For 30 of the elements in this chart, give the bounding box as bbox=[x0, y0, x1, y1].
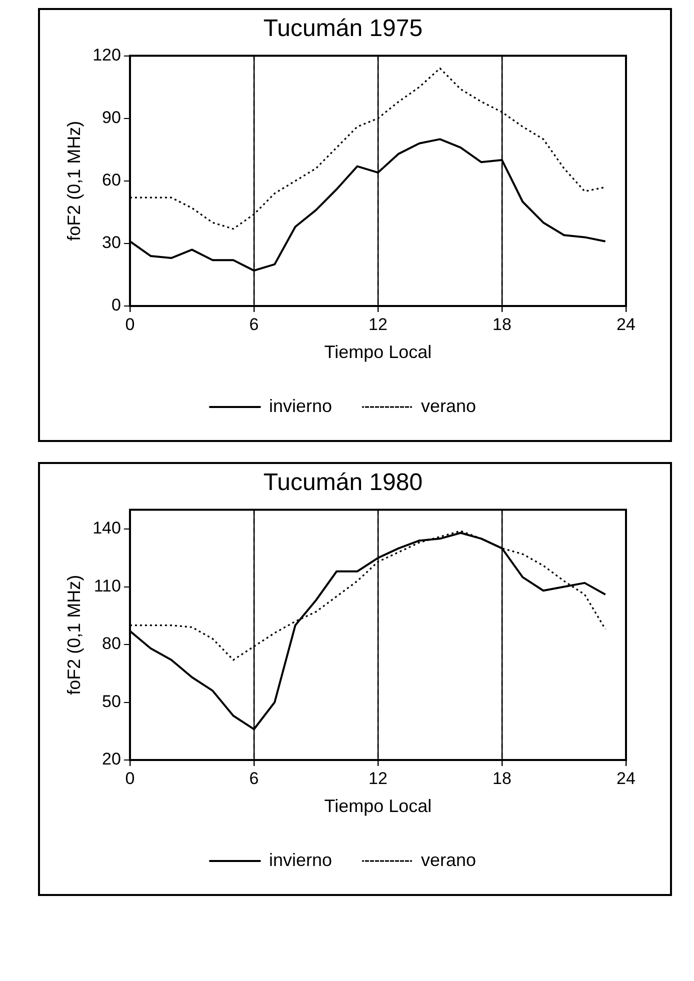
chart-title: Tucumán 1980 bbox=[263, 469, 423, 496]
x-axis-title: Tiempo Local bbox=[324, 796, 432, 816]
y-axis-title: foF2 (0,1 MHz) bbox=[64, 120, 84, 241]
x-tick-label: 18 bbox=[492, 314, 512, 334]
x-tick-label: 0 bbox=[125, 314, 135, 334]
legend-label: verano bbox=[421, 850, 476, 870]
x-axis-title: Tiempo Local bbox=[324, 342, 432, 362]
legend-label: invierno bbox=[268, 396, 332, 416]
y-tick-label: 110 bbox=[94, 576, 121, 596]
x-tick-label: 24 bbox=[616, 314, 636, 334]
y-axis-title: foF2 (0,1 MHz) bbox=[64, 574, 84, 695]
x-tick-label: 0 bbox=[125, 768, 135, 788]
x-tick-label: 6 bbox=[249, 768, 259, 788]
y-tick-label: 50 bbox=[102, 692, 121, 711]
y-tick-label: 120 bbox=[92, 45, 121, 64]
y-tick-label: 30 bbox=[102, 233, 121, 252]
legend-label: invierno bbox=[268, 850, 332, 870]
y-tick-label: 90 bbox=[102, 108, 121, 128]
y-tick-label: 60 bbox=[102, 170, 121, 190]
legend-label: verano bbox=[421, 396, 476, 416]
x-tick-label: 12 bbox=[368, 314, 388, 334]
y-tick-label: 0 bbox=[111, 296, 121, 315]
y-tick-label: 140 bbox=[92, 518, 121, 538]
chart-title: Tucumán 1975 bbox=[263, 15, 423, 42]
x-tick-label: 6 bbox=[249, 314, 259, 334]
x-tick-label: 12 bbox=[368, 768, 388, 788]
y-tick-label: 80 bbox=[102, 634, 121, 654]
x-tick-label: 24 bbox=[616, 768, 636, 788]
x-tick-label: 18 bbox=[492, 768, 512, 788]
y-tick-label: 20 bbox=[102, 750, 121, 769]
